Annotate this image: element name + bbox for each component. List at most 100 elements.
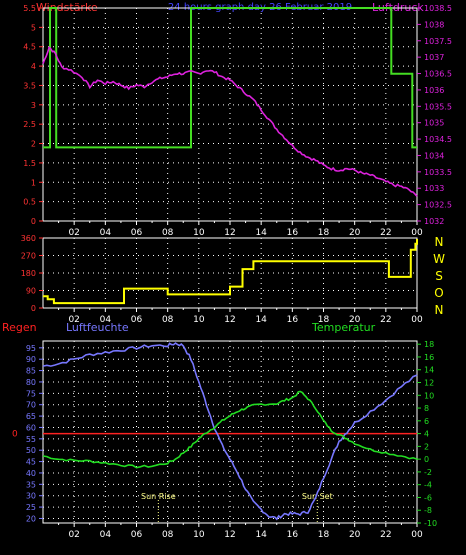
x-tick-label: 16 xyxy=(287,530,299,540)
left-axis-label: 0 xyxy=(31,217,36,226)
left-axis-label: 3 xyxy=(31,101,36,110)
luftdruck-series xyxy=(42,46,418,197)
right-axis-label: 1035 xyxy=(424,119,444,128)
left-axis-label: 60 xyxy=(26,423,36,432)
x-tick-label: 04 xyxy=(100,530,112,540)
x-tick-label: 14 xyxy=(255,228,267,238)
left-axis-label: 1.5 xyxy=(23,159,36,168)
x-tick-label: 02 xyxy=(68,315,79,325)
right-axis-label: 10 xyxy=(424,391,434,400)
left-axis-label: 40 xyxy=(26,469,36,478)
right-axis-label: 1036.5 xyxy=(424,70,452,79)
left-axis-label: 35 xyxy=(26,480,36,489)
x-tick-label: 12 xyxy=(224,315,235,325)
right-axis-label: 1032 xyxy=(424,217,444,226)
left-axis-label: 55 xyxy=(26,435,36,444)
right-axis-label: 1034 xyxy=(424,151,444,160)
x-tick-label: 04 xyxy=(100,315,112,325)
right-axis-label: 6 xyxy=(424,417,429,426)
left-axis-label: 30 xyxy=(26,492,36,501)
direction-label: N xyxy=(435,303,444,317)
right-axis-label: 16 xyxy=(424,353,434,362)
right-axis-label: 8 xyxy=(424,404,429,413)
direction-label: S xyxy=(435,269,443,283)
left-axis-label: 1 xyxy=(31,178,36,187)
left-axis-label: 2.5 xyxy=(23,120,36,129)
x-tick-label: 00 xyxy=(411,530,423,540)
direction-label: W xyxy=(433,252,445,266)
right-axis-label: 0 xyxy=(424,455,429,464)
luftfeuchte-series xyxy=(42,342,418,521)
left-axis-label: 80 xyxy=(26,378,36,387)
left-axis-label: 50 xyxy=(26,446,36,455)
left-axis-label: 5.5 xyxy=(23,4,36,13)
right-axis-label: 1035.5 xyxy=(424,102,452,111)
x-tick-label: 08 xyxy=(162,228,174,238)
left-axis-label: 90 xyxy=(26,287,36,296)
left-axis-label: 95 xyxy=(26,344,36,353)
x-tick-label: 18 xyxy=(318,530,330,540)
x-tick-label: 06 xyxy=(131,315,143,325)
sunset-label: Sun Set xyxy=(302,492,333,501)
left-axis-label: 360 xyxy=(21,234,36,243)
right-axis-label: 1038 xyxy=(424,20,444,29)
chart-layer: 02 04 06 08 10 12 14 16 18 20 22 0000.511.522.533.5… xyxy=(12,4,452,540)
right-axis-label: 1037 xyxy=(424,53,444,62)
x-tick-label: 10 xyxy=(193,315,205,325)
right-axis-label: -10 xyxy=(424,519,437,528)
right-axis-label: 18 xyxy=(424,340,434,349)
temperatur-label: Temperatur xyxy=(311,321,376,334)
x-tick-label: 14 xyxy=(255,315,267,325)
x-tick-label: 12 xyxy=(224,228,235,238)
windrichtung-series xyxy=(43,239,418,305)
right-axis-label: 1034.5 xyxy=(424,135,452,144)
right-axis-label: 2 xyxy=(424,442,429,451)
right-axis-label: -2 xyxy=(424,468,432,477)
x-tick-label: 00 xyxy=(411,315,423,325)
x-tick-label: 18 xyxy=(318,228,330,238)
x-tick-label: 20 xyxy=(349,315,361,325)
x-tick-label: 02 xyxy=(68,228,79,238)
right-axis-label: 14 xyxy=(424,366,434,375)
right-axis-label: 1036 xyxy=(424,86,444,95)
x-tick-label: 06 xyxy=(131,530,143,540)
left-axis-label: 5 xyxy=(31,23,36,32)
right-axis-label: 12 xyxy=(424,379,434,388)
x-tick-label: 00 xyxy=(411,228,423,238)
x-tick-label: 20 xyxy=(349,228,361,238)
x-tick-label: 06 xyxy=(131,228,143,238)
panel-frame-1 xyxy=(42,7,418,222)
luftfeuchte-label: Luftfeuchte xyxy=(66,321,129,334)
right-axis-label: -8 xyxy=(424,506,432,515)
sunrise-label: Sun Rise xyxy=(141,492,176,501)
x-tick-label: 20 xyxy=(349,530,361,540)
direction-label: O xyxy=(434,286,443,300)
left-axis-label: 25 xyxy=(26,503,36,512)
x-tick-label: 08 xyxy=(162,315,174,325)
left-axis-label: 0.5 xyxy=(23,198,36,207)
right-axis-label: 1033 xyxy=(424,184,444,193)
left-axis-label: 270 xyxy=(21,252,36,261)
right-axis-label: 1037.5 xyxy=(424,37,452,46)
x-tick-label: 10 xyxy=(193,228,205,238)
left-axis-label: 85 xyxy=(26,367,36,376)
left-axis-label: 90 xyxy=(26,355,36,364)
right-axis-label: 1033.5 xyxy=(424,168,452,177)
regen-label: Regen xyxy=(2,321,37,334)
x-tick-label: 22 xyxy=(380,315,391,325)
direction-label: N xyxy=(435,235,444,249)
left-axis-label: 75 xyxy=(26,389,36,398)
right-axis-label: 4 xyxy=(424,430,429,439)
left-axis-label: 4.5 xyxy=(23,43,36,52)
left-axis-label: 0 xyxy=(31,304,36,313)
x-tick-label: 08 xyxy=(162,530,174,540)
left-axis-label: 4 xyxy=(31,62,36,71)
x-tick-label: 16 xyxy=(287,315,299,325)
left-axis-label: 45 xyxy=(26,458,36,467)
left-axis-label: 180 xyxy=(21,269,36,278)
right-axis-label: 1038.5 xyxy=(424,4,452,13)
x-tick-label: 14 xyxy=(255,530,267,540)
x-tick-label: 16 xyxy=(287,228,299,238)
